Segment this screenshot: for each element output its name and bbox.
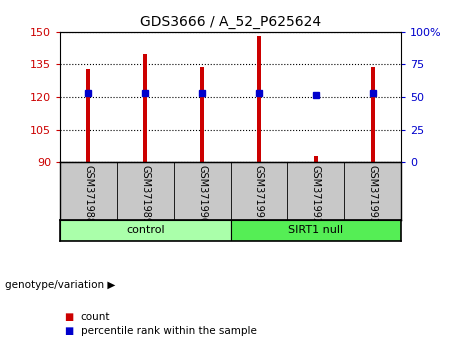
Bar xyxy=(86,69,90,162)
Text: GSM371988: GSM371988 xyxy=(83,165,94,224)
Text: genotype/variation ▶: genotype/variation ▶ xyxy=(5,280,115,290)
Text: SIRT1 null: SIRT1 null xyxy=(288,225,343,235)
Bar xyxy=(200,67,204,162)
Text: GSM371989: GSM371989 xyxy=(140,165,150,224)
Text: percentile rank within the sample: percentile rank within the sample xyxy=(81,326,257,336)
Text: GSM371991: GSM371991 xyxy=(254,165,264,224)
Text: control: control xyxy=(126,225,165,235)
Text: GSM371993: GSM371993 xyxy=(367,165,378,224)
Bar xyxy=(60,220,230,241)
Bar xyxy=(371,67,375,162)
Text: ■: ■ xyxy=(65,312,74,322)
Bar xyxy=(314,156,318,162)
Text: ■: ■ xyxy=(65,326,74,336)
Bar xyxy=(230,220,401,241)
Title: GDS3666 / A_52_P625624: GDS3666 / A_52_P625624 xyxy=(140,16,321,29)
Text: count: count xyxy=(81,312,110,322)
Text: GSM371992: GSM371992 xyxy=(311,165,321,224)
Bar xyxy=(257,36,261,162)
Text: GSM371990: GSM371990 xyxy=(197,165,207,224)
Bar xyxy=(143,53,147,162)
